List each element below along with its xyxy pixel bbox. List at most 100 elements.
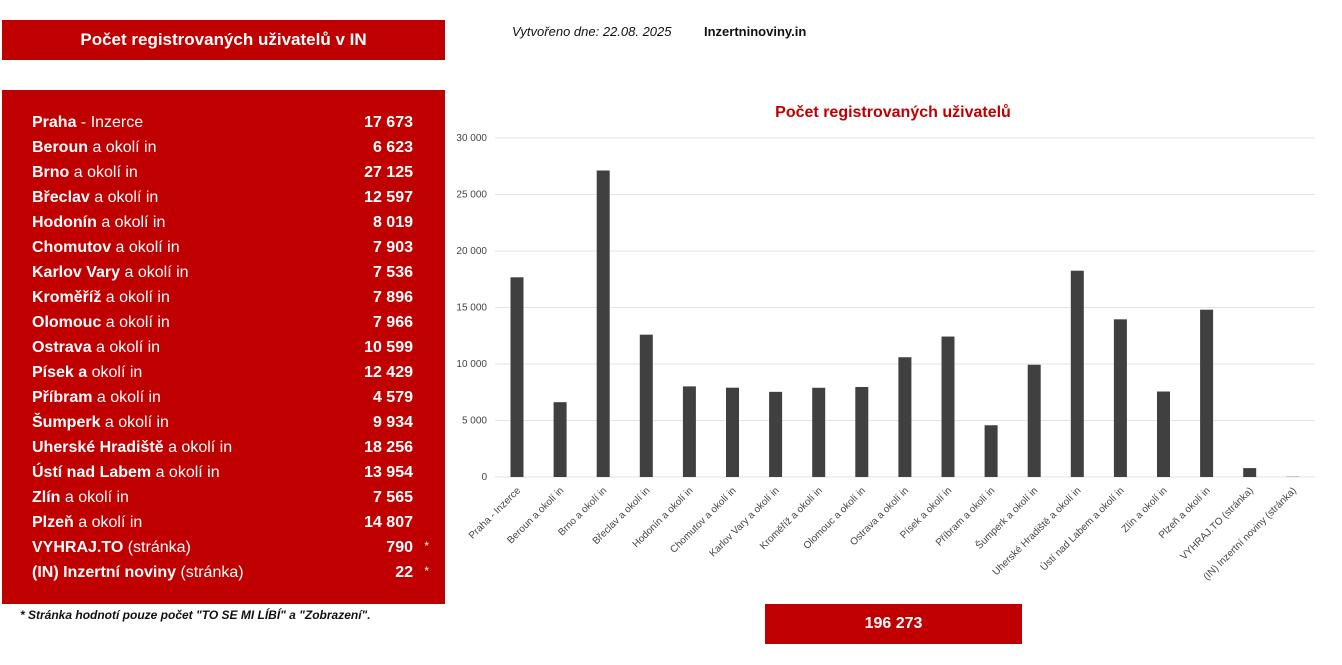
list-item-star: *	[424, 539, 429, 553]
list-item: Olomouc a okolí in 7 966	[32, 310, 437, 335]
list-item-name-rest: a okolí in	[151, 464, 220, 481]
list-item-name: VYHRAJ.TO (stránka)	[32, 539, 191, 556]
list-item-value: 7 896	[372, 289, 413, 306]
list-item-name: Břeclav a okolí in	[32, 189, 158, 206]
bar	[769, 391, 783, 477]
list-item-name-rest: - Inzerce	[76, 114, 144, 131]
list-item: Brno a okolí in 27 125	[32, 160, 437, 185]
bar	[1027, 364, 1041, 477]
list-item-name-bold: Kroměříž	[32, 289, 102, 306]
list-item-name-rest: a okolí in	[120, 264, 189, 281]
list-item-name-rest: (stránka)	[176, 564, 244, 581]
list-item-name: Hodonín a okolí in	[32, 214, 165, 231]
list-item-value: 12 597	[364, 189, 413, 206]
list-item-name: Písek a okolí in	[32, 364, 142, 381]
list-item-name-bold: Ostrava	[32, 339, 92, 356]
list-item-name-rest: a okolí in	[69, 164, 138, 181]
list-item-name-rest: a okolí in	[60, 489, 129, 506]
list-item-value: 27 125	[364, 164, 413, 181]
list-item-name-rest: a okolí in	[88, 139, 157, 156]
y-tick-label: 30 000	[456, 133, 487, 144]
bar	[812, 387, 826, 477]
list-item-value: 7 536	[372, 264, 413, 281]
list-item-name: Chomutov a okolí in	[32, 239, 180, 256]
y-tick-label: 5 000	[462, 416, 487, 427]
list-item-name: Olomouc a okolí in	[32, 314, 170, 331]
list-item-value: 13 954	[364, 464, 413, 481]
list-item-name: Kroměříž a okolí in	[32, 289, 170, 306]
list-item-value: 4 579	[372, 389, 413, 406]
list-item-name-rest: okolí in	[87, 364, 143, 381]
list-item-value: 14 807	[364, 514, 413, 531]
list-item-value: 18 256	[364, 439, 413, 456]
list-item-name-rest: a okolí in	[96, 214, 166, 231]
bar	[855, 386, 869, 477]
list-item-value: 7 966	[372, 314, 413, 331]
list-item: Ostrava a okolí in 10 599	[32, 335, 437, 360]
x-tick-label: (IN) Inzertní noviny (stránka)	[1202, 485, 1299, 582]
list-item: Kroměříž a okolí in 7 896	[32, 285, 437, 310]
list-item-name-bold: Olomouc	[32, 314, 102, 331]
list-item: Písek a okolí in 12 429	[32, 360, 437, 385]
chart-title: Počet registrovaných uživatelů	[775, 104, 1011, 121]
list-item-name: Šumperk a okolí in	[32, 414, 169, 431]
list-item-name-rest: a okolí in	[101, 289, 170, 306]
list-item-name: Brno a okolí in	[32, 164, 138, 181]
list-item-value: 17 673	[364, 114, 413, 131]
list-item-value: 7 903	[372, 239, 413, 256]
list-item-name-bold: Beroun	[32, 139, 88, 156]
list-item-name: Příbram a okolí in	[32, 389, 161, 406]
y-tick-label: 10 000	[456, 359, 487, 370]
list-item: Hodonín a okolí in 8 019	[32, 210, 437, 235]
bar	[1157, 391, 1170, 477]
y-tick-label: 25 000	[456, 190, 487, 201]
list-item-name-bold: Písek a	[32, 364, 88, 381]
user-count-list: Praha - Inzerce 17 673 Beroun a okolí in 6 …	[2, 90, 445, 604]
list-item-value: 10 599	[364, 339, 413, 356]
list-item-name-rest: a okolí in	[91, 339, 161, 356]
list-item-name-rest: a okolí in	[92, 389, 161, 406]
list-item-name-bold: Ústí nad Labem	[32, 464, 152, 481]
created-date: Vytvořeno dne: 22.08. 2025	[512, 24, 672, 39]
list-item: Ústí nad Labem a okolí in 13 954	[32, 460, 437, 485]
list-item: Praha - Inzerce 17 673	[32, 110, 437, 135]
list-item-name: Uherské Hradiště a okolí in	[32, 439, 232, 456]
list-item-name-bold: Zlín	[32, 489, 61, 506]
list-item-name-bold: Karlov Vary	[32, 264, 121, 281]
bar	[984, 425, 998, 477]
x-tick-label: VYHRAJ.TO (stránka)	[1179, 485, 1256, 562]
list-item: Příbram a okolí in 4 579	[32, 385, 437, 410]
list-item-name: Plzeň a okolí in	[32, 514, 142, 531]
list-item: Karlov Vary a okolí in 7 536	[32, 260, 437, 285]
list-item-value: 790	[386, 539, 413, 556]
bar	[1113, 319, 1127, 477]
page-title: Počet registrovaných uživatelů v IN	[2, 20, 445, 60]
list-item: Zlín a okolí in 7 565	[32, 485, 437, 510]
bar	[1200, 309, 1214, 477]
list-item-name-bold: Praha	[32, 114, 77, 131]
list-item-name: Ústí nad Labem a okolí in	[32, 464, 220, 481]
list-item-value: 8 019	[372, 214, 413, 231]
list-item-value: 6 623	[372, 139, 413, 156]
y-tick-label: 15 000	[456, 303, 487, 314]
list-item-star: *	[424, 564, 429, 578]
list-item-name-rest: a okolí in	[163, 439, 233, 456]
bar	[682, 386, 696, 477]
list-item-name-rest: a okolí in	[73, 514, 143, 531]
list-item-value: 22	[395, 564, 413, 581]
list-item-value: 12 429	[364, 364, 413, 381]
list-item-name-bold: Břeclav	[32, 189, 90, 206]
bar	[1243, 468, 1257, 477]
list-item-name: Ostrava a okolí in	[32, 339, 160, 356]
list-item: Uherské Hradiště a okolí in 18 256	[32, 435, 437, 460]
bar-chart: Počet registrovaných uživatelů 0 5 000 10 …	[456, 104, 1315, 583]
x-tick-label: Uherské Hradiště a okolí in	[991, 485, 1084, 578]
list-item-name: Karlov Vary a okolí in	[32, 264, 189, 281]
y-tick-label: 0	[481, 472, 487, 483]
list-item-value: 9 934	[372, 414, 413, 431]
list-item-name-rest: a okolí in	[111, 239, 180, 256]
list-item: VYHRAJ.TO (stránka) 790 *	[32, 535, 437, 560]
list-item-name-bold: Uherské Hradiště	[32, 439, 164, 456]
list-item: Plzeň a okolí in 14 807	[32, 510, 437, 535]
list-item-name-bold: (IN) Inzertní noviny	[32, 564, 176, 581]
